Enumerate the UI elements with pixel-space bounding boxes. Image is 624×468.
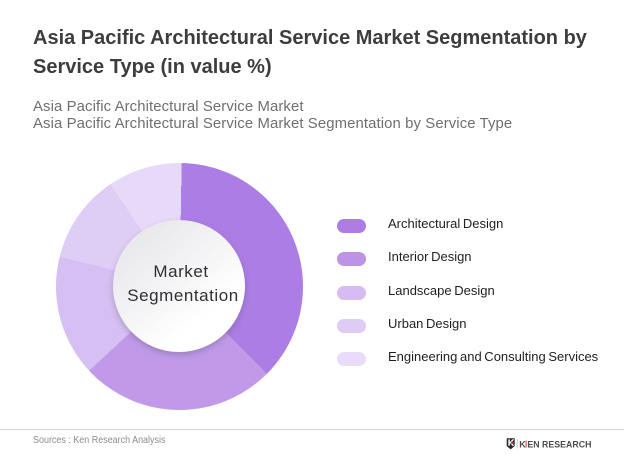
svg-text:K: K	[519, 439, 526, 449]
svg-text:EN RESEARCH: EN RESEARCH	[527, 439, 591, 449]
